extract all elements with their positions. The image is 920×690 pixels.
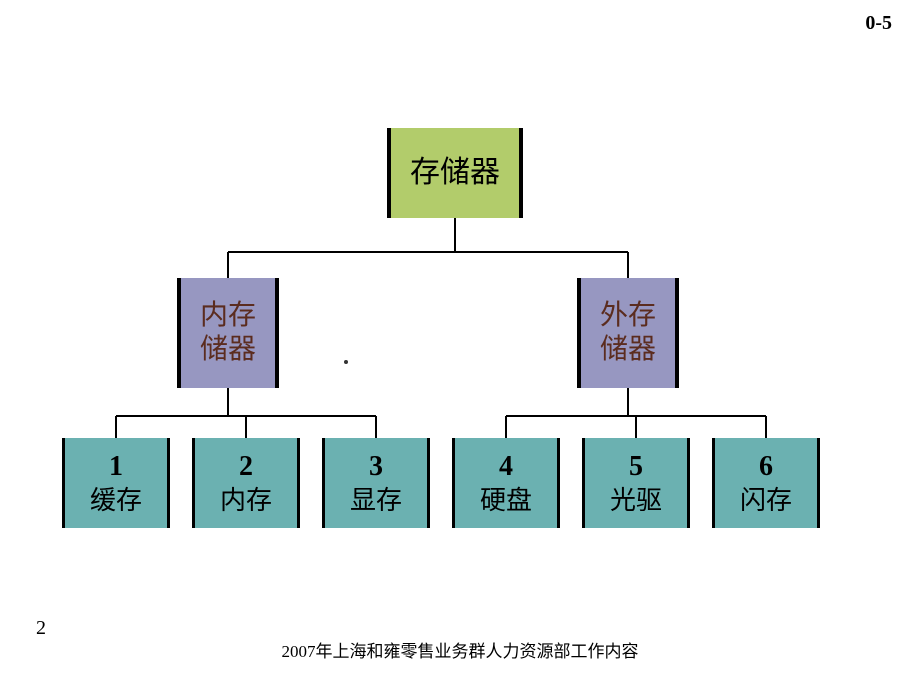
page-number-bottom: 2: [36, 617, 46, 640]
leaf-number: 4: [499, 450, 513, 484]
mid-label-line2: 储器: [600, 334, 656, 365]
leaf-label: 内存: [220, 485, 272, 516]
footer-text: 2007年上海和雍零售业务群人力资源部工作内容: [282, 637, 639, 662]
leaf-node-5: 5 光驱: [582, 438, 690, 528]
leaf-node-3: 3 显存: [322, 438, 430, 528]
leaf-number: 6: [759, 450, 773, 484]
leaf-label: 光驱: [610, 485, 662, 516]
root-node: 存储器: [387, 128, 523, 218]
leaf-node-4: 4 硬盘: [452, 438, 560, 528]
decorative-dot: [344, 360, 348, 364]
leaf-label: 硬盘: [480, 485, 532, 516]
leaf-number: 5: [629, 450, 643, 484]
tree-connectors: [0, 0, 920, 690]
leaf-number: 2: [239, 450, 253, 484]
mid-label-line1: 外存: [600, 300, 656, 331]
mid-label-line2: 储器: [200, 334, 256, 365]
leaf-node-1: 1 缓存: [62, 438, 170, 528]
page-number-top: 0-5: [865, 12, 892, 35]
leaf-node-6: 6 闪存: [712, 438, 820, 528]
mid-label-line1: 内存: [200, 300, 256, 331]
leaf-label: 缓存: [90, 485, 142, 516]
leaf-number: 3: [369, 450, 383, 484]
leaf-label: 闪存: [740, 485, 792, 516]
mid-node-left: 内存 储器: [177, 278, 279, 388]
leaf-number: 1: [109, 450, 123, 484]
mid-label: 外存 储器: [600, 299, 656, 366]
leaf-node-2: 2 内存: [192, 438, 300, 528]
root-label: 存储器: [410, 155, 500, 191]
mid-label: 内存 储器: [200, 299, 256, 366]
leaf-label: 显存: [350, 485, 402, 516]
mid-node-right: 外存 储器: [577, 278, 679, 388]
